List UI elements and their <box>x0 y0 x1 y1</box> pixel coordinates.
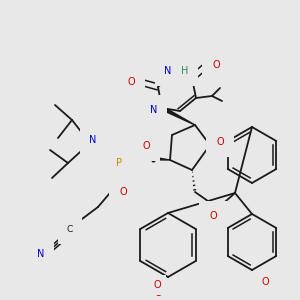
Text: O: O <box>209 211 217 221</box>
Text: N: N <box>89 135 97 145</box>
Text: N: N <box>37 249 45 259</box>
Text: O: O <box>154 288 162 298</box>
Text: N: N <box>150 105 158 115</box>
Text: O: O <box>142 141 150 151</box>
Polygon shape <box>148 156 170 160</box>
Text: N: N <box>164 66 172 76</box>
Text: O: O <box>216 137 224 147</box>
Text: O: O <box>119 187 127 197</box>
Text: H: H <box>181 66 189 76</box>
Polygon shape <box>161 106 195 125</box>
Text: O: O <box>261 277 269 287</box>
Text: O: O <box>127 77 135 87</box>
Text: P: P <box>116 158 122 168</box>
Text: C: C <box>67 226 73 235</box>
Text: O: O <box>212 60 220 70</box>
Text: O: O <box>153 280 161 290</box>
Text: O: O <box>258 281 266 291</box>
